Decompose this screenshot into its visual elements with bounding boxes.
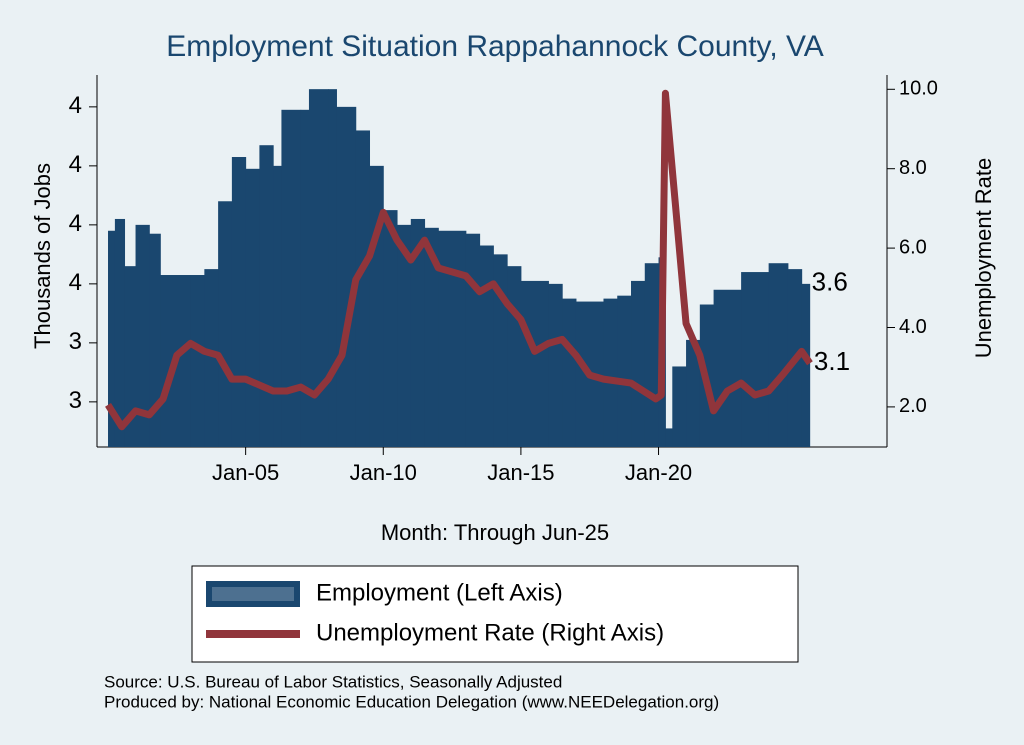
employment-bar <box>562 298 577 447</box>
employment-bar <box>507 266 522 447</box>
legend-label: Unemployment Rate (Right Axis) <box>316 619 664 646</box>
employment-bar <box>741 272 770 447</box>
source: Source: U.S. Bureau of Labor Statistics,… <box>104 672 562 691</box>
employment-bar <box>135 224 150 447</box>
employment-bar <box>383 210 398 447</box>
employment-bar <box>410 218 426 447</box>
employment-bar <box>204 269 219 447</box>
employment-bar <box>479 245 494 447</box>
employment-bar <box>273 165 282 448</box>
unemployment-line <box>105 89 813 431</box>
y2-tick-label: 8.0 <box>899 157 927 179</box>
employment-bar <box>114 218 126 447</box>
employment-bar <box>397 224 412 447</box>
chart-title: Employment Situation Rappahannock County… <box>166 30 824 63</box>
legend-swatch-inner <box>212 587 294 601</box>
employment-bar <box>149 233 161 447</box>
employment-bar <box>300 109 310 447</box>
employment-bar <box>548 283 563 447</box>
employment-bar <box>336 106 357 448</box>
x-tick-label: Jan-05 <box>212 460 279 485</box>
y2-tick-label: 2.0 <box>899 395 927 417</box>
employment-bar <box>328 89 337 447</box>
employment-bar <box>369 165 384 448</box>
employment-bar <box>665 428 673 447</box>
employment-bar <box>603 298 618 447</box>
employment-bar <box>190 275 205 447</box>
x-tick-label: Jan-15 <box>487 460 554 485</box>
employment-bar <box>672 366 687 447</box>
y-axis-label: Thousands of Jobs <box>30 163 55 349</box>
employment-bar <box>218 201 233 447</box>
y-tick-label: 3 <box>69 328 82 355</box>
employment-bar <box>438 230 467 447</box>
employment-bar <box>644 263 660 447</box>
employment-bar <box>520 280 549 447</box>
employment-bar <box>465 233 481 447</box>
employment-bar <box>686 339 701 447</box>
employment-bar <box>259 145 274 447</box>
x-tick-label: Jan-10 <box>350 460 417 485</box>
employment-bar <box>768 263 789 447</box>
employment-bar <box>631 280 646 447</box>
employment-bar <box>801 283 811 447</box>
y2-tick-label: 10.0 <box>899 78 938 100</box>
y2-tick-label: 4.0 <box>899 316 927 338</box>
employment-bar <box>281 109 302 447</box>
producer: Produced by: National Economic Education… <box>104 692 719 711</box>
employment-bar <box>617 295 632 447</box>
y2-tick-label: 6.0 <box>899 236 927 258</box>
employment-bar <box>424 227 439 447</box>
y-tick-label: 3 <box>69 387 82 414</box>
employment-bar <box>245 168 260 447</box>
end-label: 3.6 <box>812 267 848 297</box>
end-label: 3.1 <box>814 346 850 376</box>
employment-bar <box>355 130 371 447</box>
employment-bar <box>108 230 116 447</box>
x-tick-label: Jan-20 <box>625 460 692 485</box>
y-tick-label: 4 <box>69 210 82 237</box>
y2-axis-label: Unemployment Rate <box>971 158 996 359</box>
y-tick-label: 4 <box>69 151 82 178</box>
employment-bar <box>713 289 742 447</box>
employment-bar <box>231 157 247 447</box>
employment-bar <box>124 266 137 447</box>
y-tick-label: 4 <box>69 269 82 296</box>
y-tick-label: 4 <box>69 92 82 119</box>
x-axis-label: Month: Through Jun-25 <box>381 520 609 545</box>
legend-label: Employment (Left Axis) <box>316 579 563 606</box>
employment-bar <box>308 89 329 447</box>
